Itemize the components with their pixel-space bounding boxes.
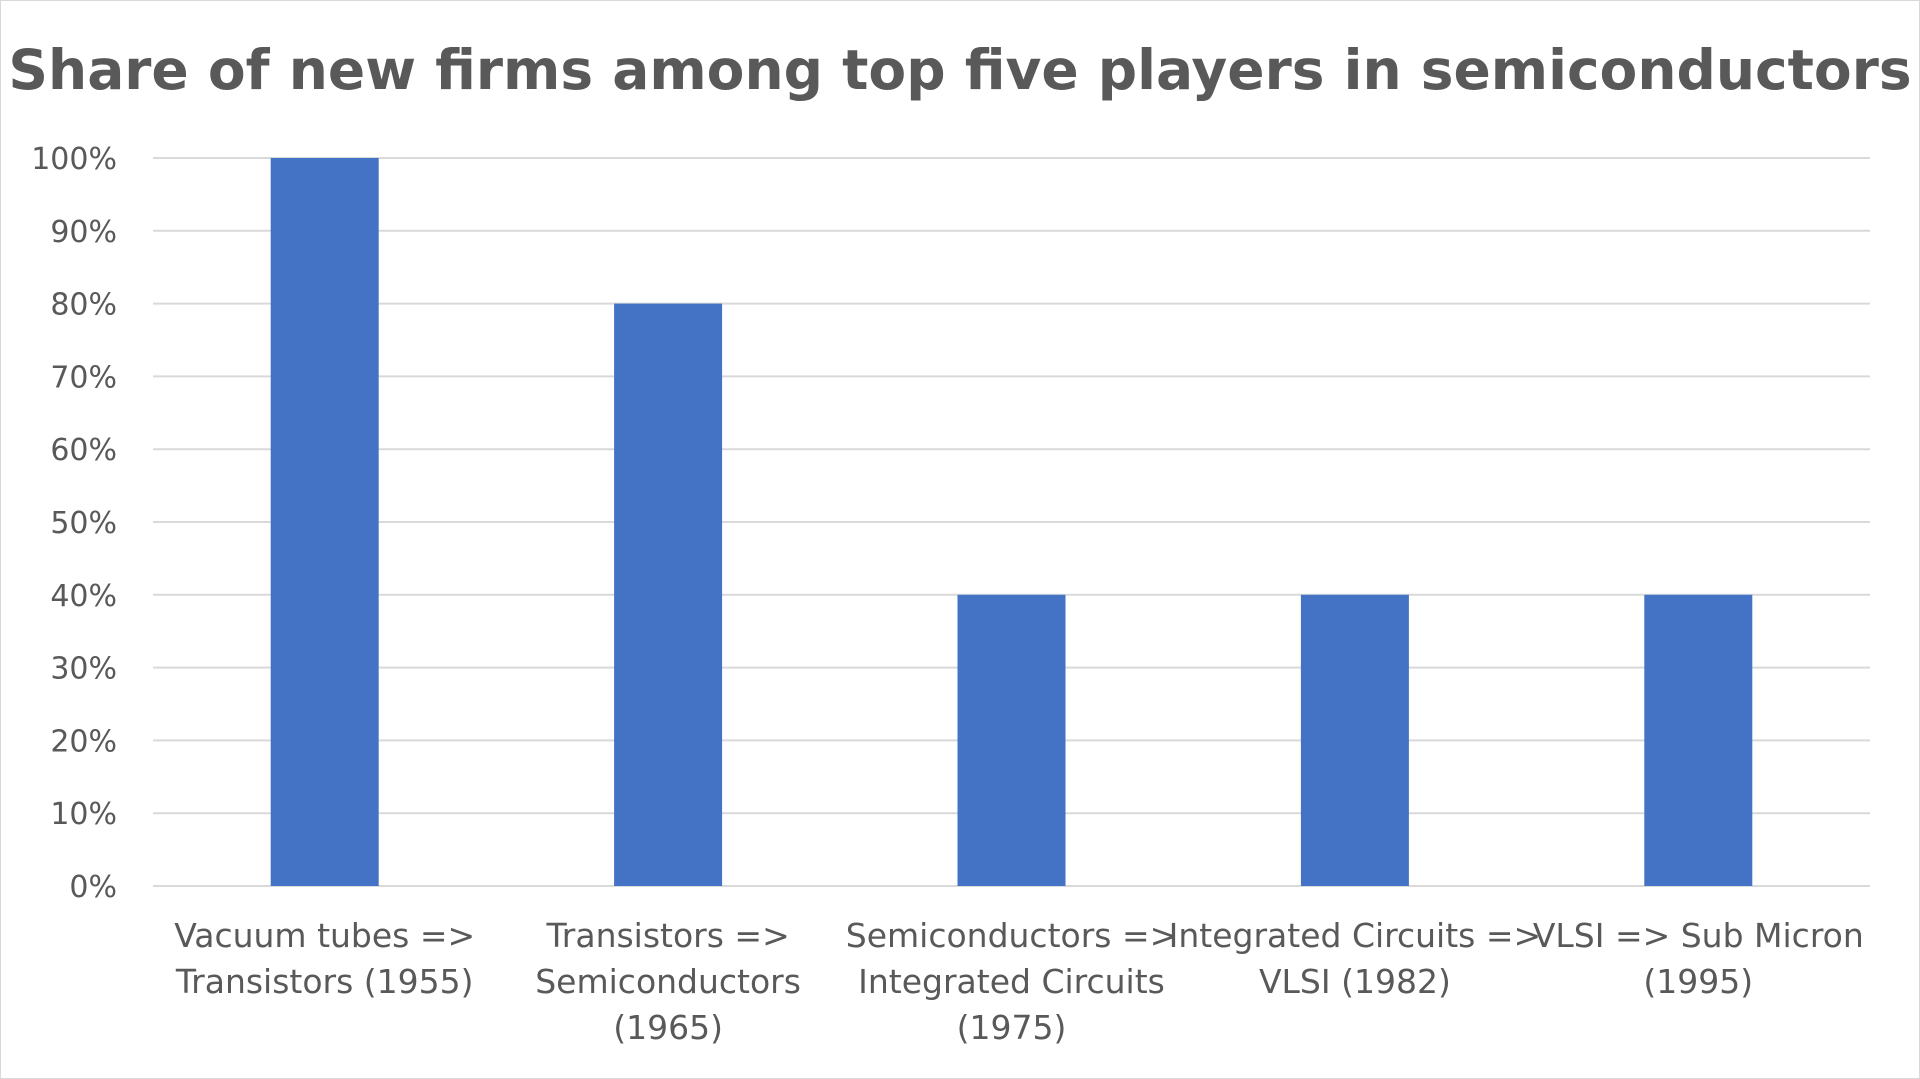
y-tick-label: 70% bbox=[50, 360, 117, 395]
y-tick-label: 50% bbox=[50, 506, 117, 541]
y-tick-label: 40% bbox=[50, 579, 117, 614]
y-axis-ticks: 0% 10% 20% 30% 40% 50% 60% 70% 80% 90% 100% bbox=[31, 142, 117, 905]
bar bbox=[270, 158, 379, 886]
bar bbox=[1644, 594, 1753, 886]
bars bbox=[270, 158, 1753, 887]
y-tick-label: 60% bbox=[50, 433, 117, 468]
y-tick-label: 100% bbox=[31, 142, 117, 177]
x-category-label: Integrated Circuits => VLSI (1982) bbox=[1169, 916, 1542, 1001]
y-tick-label: 30% bbox=[50, 652, 117, 687]
x-axis-labels: Vacuum tubes => Transistors (1955) Transis… bbox=[174, 916, 1864, 1047]
x-category-label: Vacuum tubes => Transistors (1955) bbox=[174, 916, 475, 1001]
x-category-label: Semiconductors => Integrated Circuits (197… bbox=[846, 916, 1178, 1047]
gridlines bbox=[153, 157, 1870, 887]
bar bbox=[1300, 594, 1409, 886]
bar bbox=[957, 594, 1066, 886]
y-tick-label: 80% bbox=[50, 288, 117, 323]
y-tick-label: 0% bbox=[69, 870, 117, 905]
chart-title: Share of new firms among top five player… bbox=[8, 38, 1912, 102]
y-tick-label: 20% bbox=[50, 724, 117, 759]
x-category-label: Transistors => Semiconductors (1965) bbox=[535, 916, 801, 1047]
x-category-label: VLSI => Sub Micron (1995) bbox=[1533, 916, 1864, 1001]
bar bbox=[614, 303, 723, 887]
y-tick-label: 10% bbox=[50, 797, 117, 832]
y-tick-label: 90% bbox=[50, 215, 117, 250]
